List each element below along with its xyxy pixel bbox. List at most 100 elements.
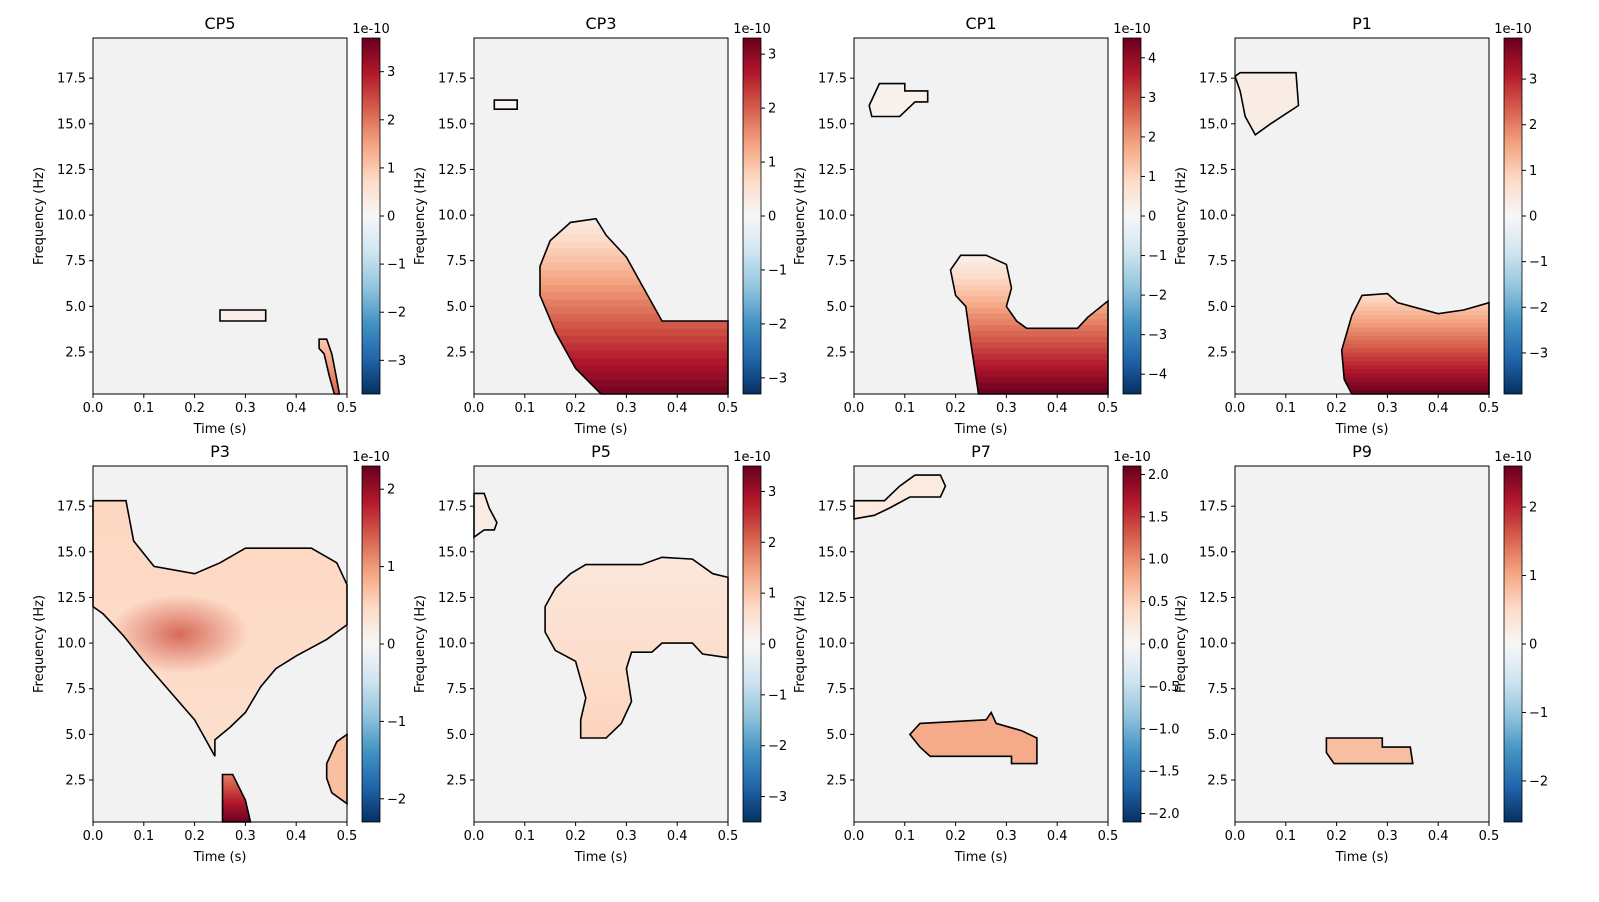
cluster-band	[1326, 758, 1413, 761]
cluster-band	[869, 113, 928, 116]
cluster-band	[1326, 755, 1413, 758]
cluster-band	[909, 733, 1037, 737]
cluster-band	[1235, 72, 1299, 76]
x-axis-label: Time (s)	[574, 850, 628, 865]
axes-frame	[1234, 37, 1490, 395]
cluster-band	[222, 809, 251, 813]
cluster-band	[319, 370, 340, 374]
cluster-band	[319, 352, 340, 356]
axes-frame	[1234, 465, 1490, 823]
colorbar-scale-label: 1e-10	[1113, 22, 1151, 37]
colorbar-tick-label: 0	[768, 210, 776, 225]
cluster-band	[869, 89, 928, 93]
cluster-band	[869, 94, 928, 97]
y-tick-label: 2.5	[826, 346, 847, 361]
cluster-band	[326, 742, 347, 747]
x-axis-label: Time (s)	[954, 850, 1008, 865]
y-tick-label: 2.5	[65, 774, 86, 789]
cluster-band	[950, 381, 1108, 389]
cluster-band	[1326, 741, 1413, 744]
x-tick-label: 0.2	[945, 401, 966, 416]
cluster-band	[222, 811, 251, 815]
cluster-band	[1235, 77, 1299, 81]
x-tick-label: 0.3	[996, 401, 1017, 416]
cluster-fill	[869, 83, 928, 117]
cluster-band	[545, 594, 728, 603]
colorbar-tick-label: −1.0	[1148, 722, 1180, 737]
cluster-band	[326, 771, 347, 776]
colorbar-tick-label: 1	[1529, 569, 1537, 584]
x-tick-label: 0.4	[1428, 401, 1449, 416]
panel-title: P9	[1352, 442, 1372, 461]
x-tick-label: 0.3	[1377, 401, 1398, 416]
cluster-band	[1326, 744, 1413, 748]
y-tick-label: 5.0	[65, 728, 86, 743]
cluster-band	[869, 105, 928, 108]
x-tick-label: 0.0	[844, 401, 865, 416]
colorbar-tick-label: −2	[768, 317, 787, 332]
cluster-band	[950, 364, 1108, 372]
cluster-band	[326, 785, 347, 790]
cluster-band	[474, 518, 497, 522]
y-tick-label: 2.5	[65, 346, 86, 361]
cluster-band	[1341, 314, 1489, 320]
x-tick-label: 0.1	[1275, 401, 1296, 416]
panel-cp3: 0.0 0.1 0.2 0.3 0.4 0.5 2.5 5.0 7.5 10.0 12.5 15.0 1…	[413, 14, 787, 437]
panel-title: P3	[210, 442, 230, 461]
cluster-band	[950, 347, 1108, 355]
cluster-band	[1326, 739, 1413, 742]
cluster-band	[319, 356, 340, 361]
colorbar-scale-label: 1e-10	[352, 450, 390, 465]
cluster-band	[326, 762, 347, 767]
cluster-band	[950, 370, 1108, 378]
colorbar-scale-label: 1e-10	[1494, 450, 1532, 465]
panel-cp1: 0.0 0.1 0.2 0.3 0.4 0.5 2.5 5.0 7.5 10.0 12.5 15.0 1…	[793, 14, 1167, 437]
x-tick-label: 0.3	[996, 829, 1017, 844]
cluster-band	[869, 106, 928, 109]
cluster-band	[869, 83, 928, 86]
colorbar	[1503, 37, 1523, 395]
cluster-band	[1326, 743, 1413, 746]
cluster-band	[1326, 748, 1413, 751]
y-tick-label: 5.0	[446, 728, 467, 743]
panel-p3: 0.0 0.1 0.2 0.3 0.4 0.5 2.5 5.0 7.5 10.0 12.5 15.0 1…	[32, 442, 406, 865]
y-tick-label: 7.5	[65, 682, 86, 697]
cluster-band	[326, 768, 347, 773]
cluster-band	[93, 574, 347, 587]
cluster-band	[319, 366, 340, 370]
cluster-band	[540, 386, 728, 394]
y-tick-label: 5.0	[65, 300, 86, 315]
x-tick-label: 0.5	[718, 401, 739, 416]
cluster-outline	[1325, 737, 1414, 765]
y-tick-label: 12.5	[57, 591, 86, 606]
y-tick-label: 10.0	[1199, 209, 1228, 224]
y-tick-label: 7.5	[446, 682, 467, 697]
cluster-band	[222, 815, 251, 819]
cluster-band	[869, 96, 928, 100]
cluster-band	[319, 363, 340, 368]
cluster-band	[1341, 364, 1489, 370]
colorbar-tick-label: 3	[1529, 73, 1537, 88]
cluster-band	[474, 505, 497, 509]
cluster-band	[1235, 108, 1299, 112]
cluster-band	[1341, 360, 1489, 366]
colorbar-tick-label: −1	[1148, 249, 1167, 264]
y-tick-label: 12.5	[57, 163, 86, 178]
cluster-band	[222, 817, 251, 821]
cluster-band	[1341, 355, 1489, 362]
cluster-band	[1341, 309, 1489, 316]
cluster-band	[222, 793, 251, 797]
cluster-band	[1235, 79, 1299, 84]
x-axis-label: Time (s)	[574, 422, 628, 437]
x-tick-label: 0.2	[184, 401, 205, 416]
y-tick-label: 15.0	[57, 117, 86, 132]
cluster-band	[93, 670, 347, 683]
cluster-band	[540, 283, 728, 293]
colorbar-tick-label: −2	[1529, 301, 1548, 316]
y-tick-label: 7.5	[446, 254, 467, 269]
y-axis-label: Frequency (Hz)	[32, 595, 47, 693]
plot-background	[854, 466, 1108, 822]
cluster-band	[474, 523, 497, 527]
colorbar-tick-label: 0	[387, 638, 395, 653]
